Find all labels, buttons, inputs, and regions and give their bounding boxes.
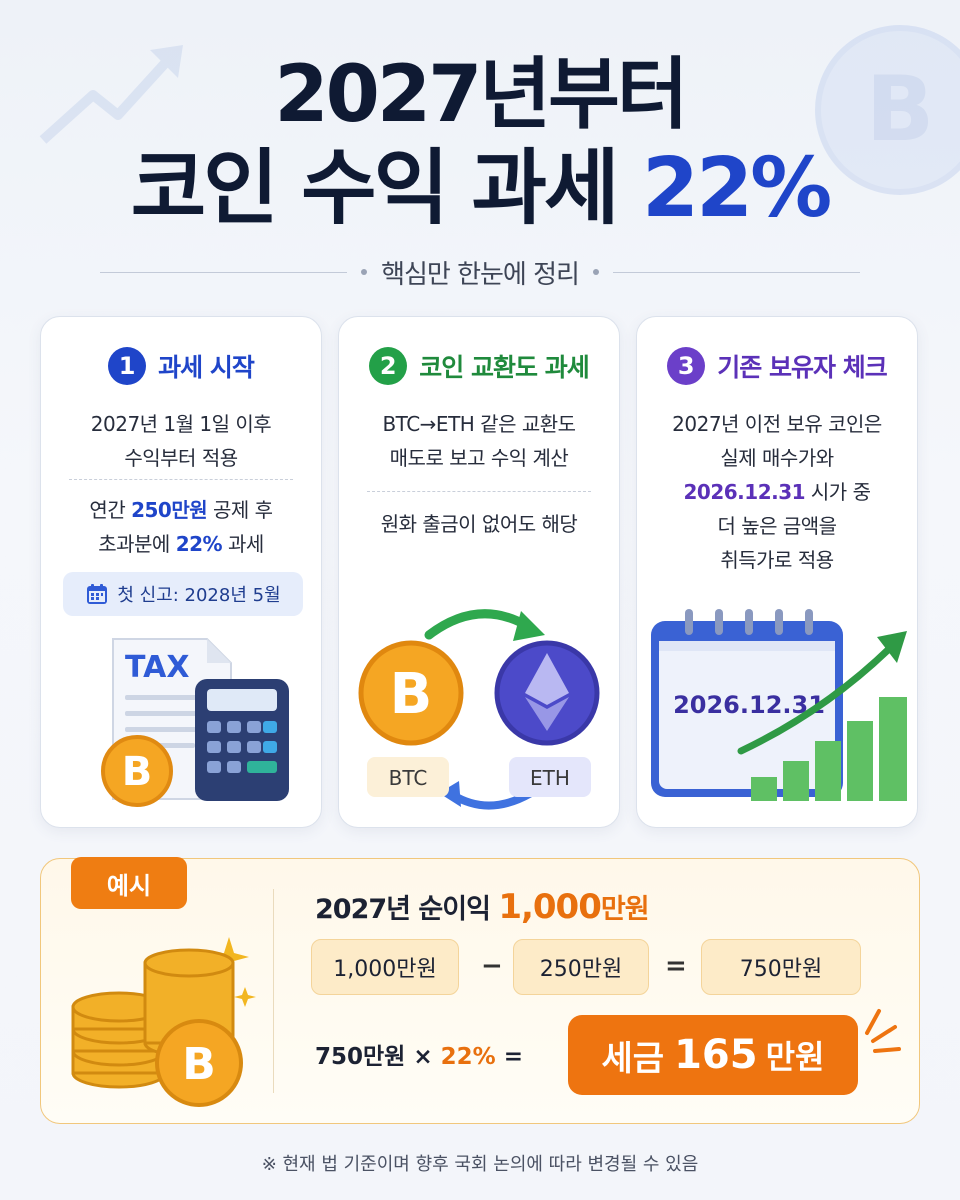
- pill-text: 첫 신고: 2028년 5월: [117, 585, 281, 606]
- equals-operator: =: [665, 951, 687, 981]
- minus-operator: −: [481, 951, 503, 981]
- subtitle-row: 핵심만 한눈에 정리: [100, 252, 861, 292]
- step-number: 3: [667, 347, 706, 385]
- svg-text:B: B: [390, 662, 433, 727]
- card-title: 코인 교환도 과세: [419, 353, 589, 382]
- divider-left: [100, 271, 348, 273]
- text-line: 더 높은 금액을: [717, 514, 837, 538]
- step-number: 1: [108, 347, 147, 385]
- calendar-growth-illustration: 2026.12.31: [651, 609, 907, 801]
- card-text: BTC→ETH 같은 교환도 매도로 보고 수익 계산: [349, 407, 609, 475]
- text-span: 시가 중: [810, 480, 871, 504]
- card-text: 2027년 이전 보유 코인은 실제 매수가와 2026.12.31 시가 중 …: [647, 407, 907, 577]
- net-profit-line: 2027년 순이익 1,000만원: [315, 887, 650, 927]
- footnote: ※ 현재 법 기준이며 향후 국회 논의에 따라 변경될 수 있음: [261, 1154, 699, 1175]
- net-profit-label: 2027년 순이익: [315, 894, 491, 925]
- card-text: 2027년 1월 1일 이후 수익부터 적용: [51, 407, 311, 475]
- title-line2-text: 코인 수익 과세: [130, 141, 620, 236]
- trend-arrow-icon: [39, 45, 183, 144]
- calendar-icon: [87, 584, 108, 604]
- text-line: 수익부터 적용: [124, 446, 238, 470]
- bitcoin-coin-icon: B: [815, 25, 960, 195]
- calendar-date: 2026.12.31: [673, 691, 825, 719]
- card-text: 원화 출금이 없어도 해당: [349, 507, 609, 541]
- text-line: 2027년 1월 1일 이후: [90, 412, 272, 436]
- divider-right: [612, 271, 861, 273]
- card-title: 과세 시작: [158, 353, 255, 382]
- text-span: 연간: [89, 498, 126, 522]
- text-line: 초과분에 22% 과세: [51, 527, 311, 561]
- title-line2: 코인 수익 과세 22%: [0, 142, 960, 236]
- btc-eth-exchange-illustration: B BTC ETH: [358, 609, 600, 810]
- bitcoin-coin-icon: [155, 1019, 243, 1107]
- dashed-divider: [69, 479, 293, 480]
- tax-amount: 165: [674, 1032, 758, 1078]
- divider-dot-right: [592, 269, 599, 275]
- text-line: 실제 매수가와: [720, 446, 834, 470]
- formula-rate: 22%: [440, 1044, 496, 1070]
- text-line: 연간 250만원 공제 후: [51, 493, 311, 527]
- text-span: 과세: [227, 532, 264, 556]
- highlight-date: 2026.12.31: [683, 480, 806, 504]
- page-title: 2027년부터 코인 수익 과세 22%: [0, 52, 960, 236]
- formula-equals: =: [503, 1044, 523, 1070]
- bitcoin-coin-icon: [358, 640, 464, 746]
- emphasis-lines-icon: [865, 1009, 901, 1053]
- formula-base: 750만원 ×: [315, 1044, 433, 1070]
- svg-text:B: B: [182, 1039, 216, 1090]
- highlight-percent: 22%: [175, 532, 223, 556]
- btc-label: BTC: [389, 766, 428, 790]
- tax-unit: 만원: [765, 1038, 825, 1076]
- net-profit-unit: 만원: [600, 894, 650, 925]
- tax-result-box: 세금 165 만원: [568, 1015, 858, 1095]
- first-filing-pill: 첫 신고: 2028년 5월: [63, 572, 303, 616]
- title-line1: 2027년부터: [274, 50, 688, 140]
- card-existing-holders: 3 기존 보유자 체크 2027년 이전 보유 코인은 실제 매수가와 2026…: [636, 316, 918, 828]
- text-line: 원화 출금이 없어도 해당: [380, 512, 578, 536]
- example-section: 예시 B 2027년 순이익 1,000만원 1,000만원 − 250만원 =…: [40, 857, 920, 1124]
- amount-box-profit: 1,000만원: [311, 939, 459, 995]
- title-accent-percent: 22%: [642, 141, 832, 236]
- card-coin-exchange: 2 코인 교환도 과세 BTC→ETH 같은 교환도 매도로 보고 수익 계산 …: [338, 316, 620, 828]
- svg-text:B: B: [122, 749, 153, 795]
- subtitle: 핵심만 한눈에 정리: [381, 259, 580, 290]
- section-divider: [273, 889, 274, 1093]
- eth-label: ETH: [530, 766, 570, 790]
- amount-box-deduction: 250만원: [513, 939, 649, 995]
- text-line: 2027년 이전 보유 코인은: [672, 412, 882, 436]
- net-profit-amount: 1,000: [498, 887, 602, 927]
- coin-stack-illustration: B: [71, 937, 256, 1107]
- card-tax-start: 1 과세 시작 2027년 1월 1일 이후 수익부터 적용 연간 250만원 …: [40, 316, 322, 828]
- tax-formula-line: 750만원 × 22% =: [315, 1037, 523, 1071]
- card-header: 3 기존 보유자 체크: [637, 347, 917, 385]
- text-span: 초과분에: [98, 532, 170, 556]
- card-title: 기존 보유자 체크: [717, 353, 887, 382]
- card-header: 1 과세 시작: [41, 347, 321, 385]
- divider-dot-left: [361, 269, 368, 275]
- text-line: 취득가로 적용: [720, 548, 834, 572]
- highlight-amount: 250만원: [131, 498, 208, 522]
- text-line: BTC→ETH 같은 교환도: [382, 412, 576, 436]
- text-line: 매도로 보고 수익 계산: [389, 446, 569, 470]
- card-text: 연간 250만원 공제 후 초과분에 22% 과세: [51, 493, 311, 561]
- step-number: 2: [369, 347, 408, 385]
- amount-box-taxable: 750만원: [701, 939, 861, 995]
- text-line: 2026.12.31 시가 중: [647, 475, 907, 509]
- card-header: 2 코인 교환도 과세: [339, 347, 619, 385]
- tax-calculator-illustration: TAX B: [101, 638, 289, 807]
- svg-text:B: B: [866, 57, 935, 162]
- text-span: 공제 후: [213, 498, 273, 522]
- example-badge: 예시: [71, 857, 187, 909]
- tax-label: 세금: [601, 1038, 665, 1079]
- dashed-divider: [367, 491, 591, 492]
- tax-document-label: TAX: [125, 650, 189, 685]
